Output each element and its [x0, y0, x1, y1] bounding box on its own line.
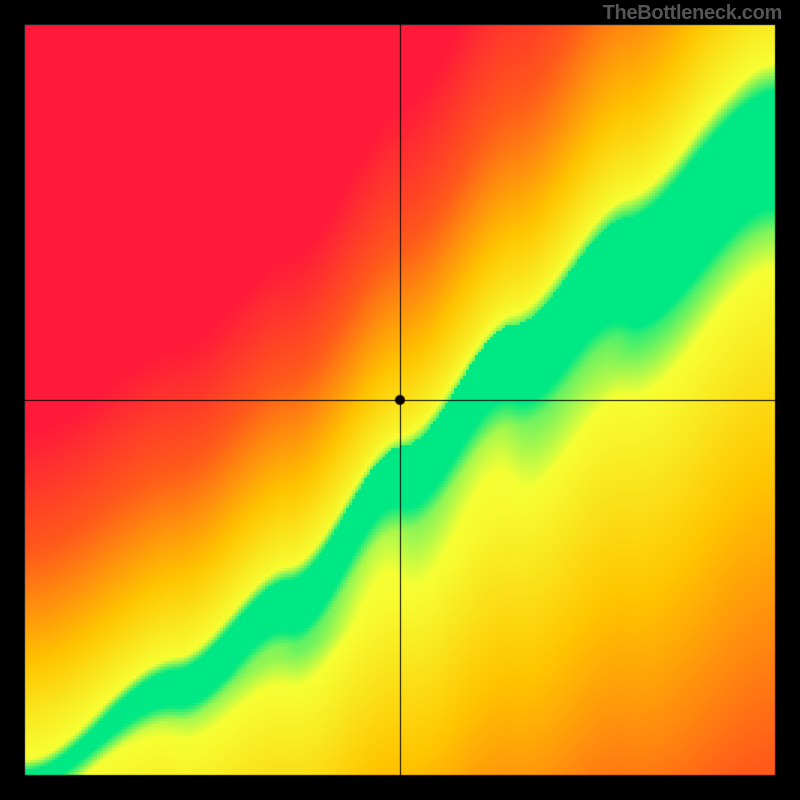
- watermark-text: TheBottleneck.com: [603, 2, 782, 25]
- chart-frame: TheBottleneck.com: [0, 0, 800, 800]
- overlay-canvas: [0, 0, 800, 800]
